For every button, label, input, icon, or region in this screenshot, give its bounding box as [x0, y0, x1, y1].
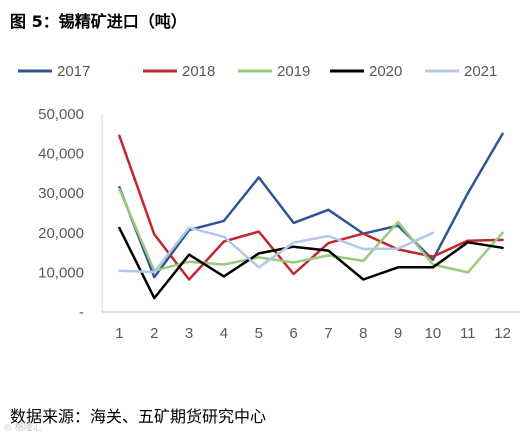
legend-label-2019: 2019	[277, 63, 310, 80]
x-tick-label: 3	[185, 325, 193, 342]
figure-title: 图 5：锡精矿进口（吨）	[10, 12, 187, 31]
y-tick-label: 10,000	[38, 264, 84, 281]
x-tick-label: 12	[494, 325, 511, 342]
y-tick-label: 30,000	[38, 185, 84, 202]
series-line-2017	[118, 132, 504, 279]
legend-label-2021: 2021	[464, 63, 497, 80]
legend: 2017 2018 2019 2020 2021	[18, 63, 497, 80]
x-tick-label: 8	[359, 325, 367, 342]
series-line-2021	[118, 226, 435, 274]
x-tick-label: 6	[289, 325, 297, 342]
x-tick-label: 7	[324, 325, 332, 342]
series-line-2020	[118, 226, 504, 300]
legend-label-2017: 2017	[57, 63, 90, 80]
source-note: 数据来源：海关、五矿期货研究中心	[10, 407, 267, 426]
x-tick-label: 2	[150, 325, 158, 342]
y-tick-label: -	[79, 304, 84, 321]
y-axis-ticks: - 10,000 20,000 30,000 40,000 50,000	[38, 106, 84, 321]
legend-label-2020: 2020	[369, 63, 402, 80]
y-tick-label: 40,000	[38, 146, 84, 163]
x-axis-ticks: 1 2 3 4 5 6 7 8 9 10 11 12	[115, 325, 511, 342]
x-tick-label: 4	[220, 325, 228, 342]
legend-label-2018: 2018	[182, 63, 215, 80]
x-tick-label: 9	[394, 325, 402, 342]
watermark: ◎ 格隆汇	[4, 423, 42, 433]
series-lines	[118, 132, 504, 300]
x-tick-label: 5	[255, 325, 263, 342]
y-tick-label: 50,000	[38, 106, 84, 123]
x-tick-label: 10	[425, 325, 442, 342]
y-tick-label: 20,000	[38, 225, 84, 242]
x-tick-label: 11	[460, 325, 476, 342]
x-tick-label: 1	[115, 325, 123, 342]
